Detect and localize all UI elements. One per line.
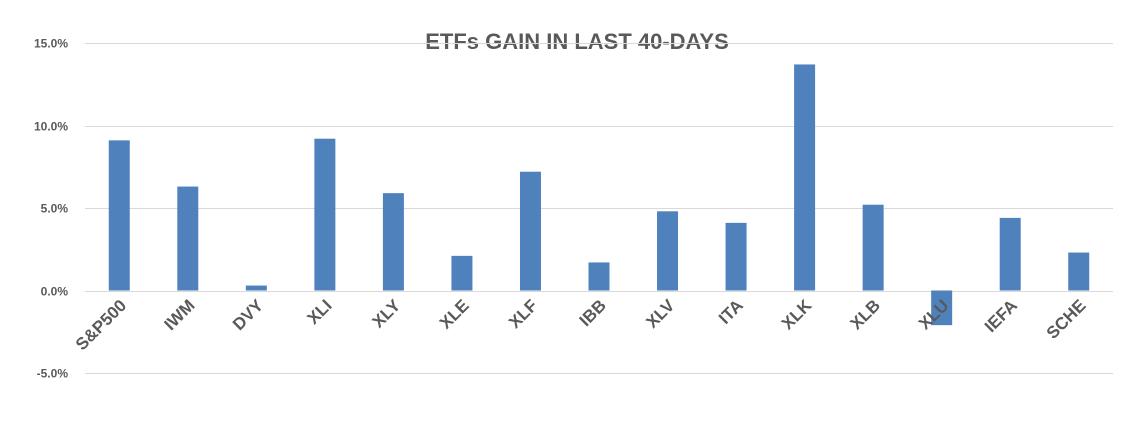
x-tick-label: XLB [846, 296, 883, 333]
y-tick-label: 15.0% [34, 37, 68, 51]
x-tick-label: IBB [576, 296, 610, 330]
bar-sp500 [108, 140, 130, 291]
y-tick-label: 0.0% [41, 285, 69, 299]
x-tick-label: XLK [778, 295, 816, 333]
bar-xle [451, 255, 473, 291]
bar-ibb [588, 262, 610, 291]
x-axis-ticks: S&P500 IWM DVY XLI XLY XLE XLF IBB XLV ITA XLK XLB X… [72, 295, 1090, 354]
bar-xlu [931, 290, 953, 326]
bar-iwm [177, 186, 199, 291]
bar-ita [725, 222, 747, 291]
bar-sche [1068, 252, 1090, 291]
chart-title: ETFs GAIN IN LAST 40-DAYS [425, 29, 729, 54]
x-tick-label: XLF [505, 296, 541, 332]
x-tick-label: XLY [369, 295, 405, 331]
x-tick-label: DVY [229, 295, 268, 334]
x-tick-label: SCHE [1043, 296, 1090, 343]
y-tick-label: -5.0% [37, 367, 69, 381]
x-tick-label: XLI [304, 296, 336, 328]
bar-xlf [519, 171, 541, 291]
x-tick-label: IWM [160, 296, 198, 334]
x-tick-label: IEFA [981, 296, 1021, 336]
x-tick-label: XLV [642, 295, 678, 331]
bar-xli [314, 138, 336, 291]
bar-xly [382, 193, 404, 291]
y-tick-label: 10.0% [34, 120, 68, 134]
x-tick-label: S&P500 [72, 296, 130, 354]
x-tick-label: XLE [436, 296, 473, 333]
x-tick-label: ITA [715, 296, 747, 328]
bar-xlb [862, 204, 884, 291]
bar-xlv [657, 211, 679, 291]
y-axis-ticks: 15.0% 10.0% 5.0% 0.0% -5.0% [34, 37, 68, 381]
bar-iefa [999, 217, 1021, 291]
bar-dvy [245, 285, 267, 291]
bars [108, 64, 1090, 326]
bar-xlk [794, 64, 816, 291]
y-tick-label: 5.0% [41, 202, 69, 216]
